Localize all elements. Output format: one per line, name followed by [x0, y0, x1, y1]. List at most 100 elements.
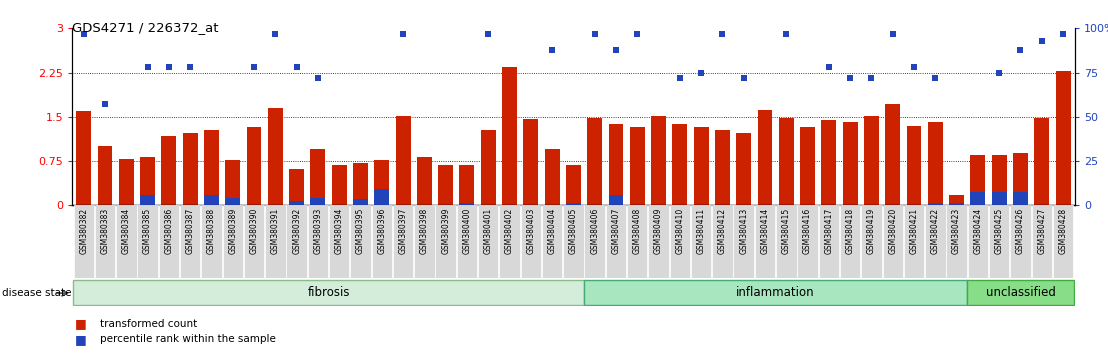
- FancyBboxPatch shape: [904, 205, 924, 278]
- Bar: [652, 116, 666, 205]
- Text: GSM380401: GSM380401: [484, 207, 493, 254]
- Text: GSM380409: GSM380409: [654, 207, 663, 254]
- FancyBboxPatch shape: [393, 205, 413, 278]
- FancyBboxPatch shape: [116, 205, 136, 278]
- Text: GSM380396: GSM380396: [378, 207, 387, 254]
- FancyBboxPatch shape: [691, 205, 711, 278]
- Bar: [821, 120, 837, 205]
- Text: GSM380407: GSM380407: [612, 207, 620, 254]
- Bar: [353, 163, 368, 205]
- Text: GSM380383: GSM380383: [101, 207, 110, 254]
- Bar: [353, 199, 368, 205]
- Text: GSM380394: GSM380394: [335, 207, 343, 254]
- Text: GSM380425: GSM380425: [995, 207, 1004, 254]
- Text: GSM380420: GSM380420: [889, 207, 897, 254]
- Bar: [992, 192, 1007, 205]
- Text: GSM380417: GSM380417: [824, 207, 833, 254]
- Bar: [523, 119, 538, 205]
- Bar: [1056, 72, 1070, 205]
- FancyBboxPatch shape: [308, 205, 328, 278]
- Bar: [927, 203, 943, 205]
- Bar: [98, 146, 113, 205]
- Text: GSM380422: GSM380422: [931, 207, 940, 253]
- Bar: [758, 110, 772, 205]
- Text: GSM380403: GSM380403: [526, 207, 535, 254]
- FancyBboxPatch shape: [669, 205, 690, 278]
- Bar: [375, 160, 389, 205]
- Bar: [566, 165, 581, 205]
- Text: GSM380389: GSM380389: [228, 207, 237, 254]
- FancyBboxPatch shape: [1032, 205, 1051, 278]
- Text: GSM380418: GSM380418: [845, 207, 854, 253]
- FancyBboxPatch shape: [73, 205, 94, 278]
- Bar: [204, 130, 219, 205]
- Bar: [906, 126, 922, 205]
- Text: GSM380426: GSM380426: [1016, 207, 1025, 254]
- Bar: [310, 149, 326, 205]
- FancyBboxPatch shape: [521, 205, 541, 278]
- FancyBboxPatch shape: [967, 280, 1074, 305]
- Text: GSM380414: GSM380414: [760, 207, 769, 254]
- Text: GSM380390: GSM380390: [249, 207, 258, 254]
- Bar: [843, 121, 858, 205]
- FancyBboxPatch shape: [819, 205, 839, 278]
- FancyBboxPatch shape: [329, 205, 349, 278]
- Text: GDS4271 / 226372_at: GDS4271 / 226372_at: [72, 21, 218, 34]
- Text: GSM380395: GSM380395: [356, 207, 365, 254]
- Bar: [1013, 192, 1028, 205]
- FancyBboxPatch shape: [73, 280, 584, 305]
- Text: GSM380398: GSM380398: [420, 207, 429, 254]
- Text: GSM380384: GSM380384: [122, 207, 131, 254]
- Text: GSM380392: GSM380392: [293, 207, 301, 254]
- Bar: [417, 157, 432, 205]
- Bar: [885, 104, 900, 205]
- FancyBboxPatch shape: [435, 205, 455, 278]
- Bar: [119, 159, 134, 205]
- Text: GSM380406: GSM380406: [591, 207, 599, 254]
- Text: GSM380416: GSM380416: [803, 207, 812, 254]
- Bar: [289, 169, 304, 205]
- FancyBboxPatch shape: [286, 205, 307, 278]
- FancyBboxPatch shape: [648, 205, 669, 278]
- FancyBboxPatch shape: [158, 205, 179, 278]
- FancyBboxPatch shape: [95, 205, 115, 278]
- Bar: [715, 130, 730, 205]
- Text: ■: ■: [75, 333, 88, 346]
- Text: GSM380419: GSM380419: [866, 207, 876, 254]
- Bar: [162, 136, 176, 205]
- Bar: [971, 155, 985, 205]
- Text: GSM380411: GSM380411: [697, 207, 706, 253]
- FancyBboxPatch shape: [840, 205, 861, 278]
- Text: inflammation: inflammation: [737, 286, 815, 299]
- Text: GSM380421: GSM380421: [910, 207, 919, 253]
- Text: GSM380424: GSM380424: [974, 207, 983, 254]
- FancyBboxPatch shape: [946, 205, 967, 278]
- Bar: [247, 127, 261, 205]
- FancyBboxPatch shape: [202, 205, 222, 278]
- Text: GSM380404: GSM380404: [547, 207, 556, 254]
- FancyBboxPatch shape: [712, 205, 732, 278]
- Bar: [927, 121, 943, 205]
- FancyBboxPatch shape: [733, 205, 753, 278]
- Bar: [140, 157, 155, 205]
- Bar: [310, 198, 326, 205]
- FancyBboxPatch shape: [350, 205, 371, 278]
- Text: GSM380386: GSM380386: [164, 207, 173, 254]
- FancyBboxPatch shape: [1010, 205, 1030, 278]
- Bar: [481, 130, 495, 205]
- Bar: [140, 195, 155, 205]
- Text: GSM380397: GSM380397: [399, 207, 408, 254]
- Bar: [1034, 118, 1049, 205]
- Text: ■: ■: [75, 318, 88, 330]
- Bar: [694, 127, 709, 205]
- Text: GSM380385: GSM380385: [143, 207, 152, 254]
- FancyBboxPatch shape: [542, 205, 563, 278]
- Text: GSM380388: GSM380388: [207, 207, 216, 253]
- FancyBboxPatch shape: [456, 205, 478, 278]
- Text: GSM380410: GSM380410: [676, 207, 685, 254]
- Bar: [608, 124, 624, 205]
- FancyBboxPatch shape: [584, 280, 967, 305]
- Bar: [608, 195, 624, 205]
- Bar: [779, 118, 793, 205]
- FancyBboxPatch shape: [414, 205, 434, 278]
